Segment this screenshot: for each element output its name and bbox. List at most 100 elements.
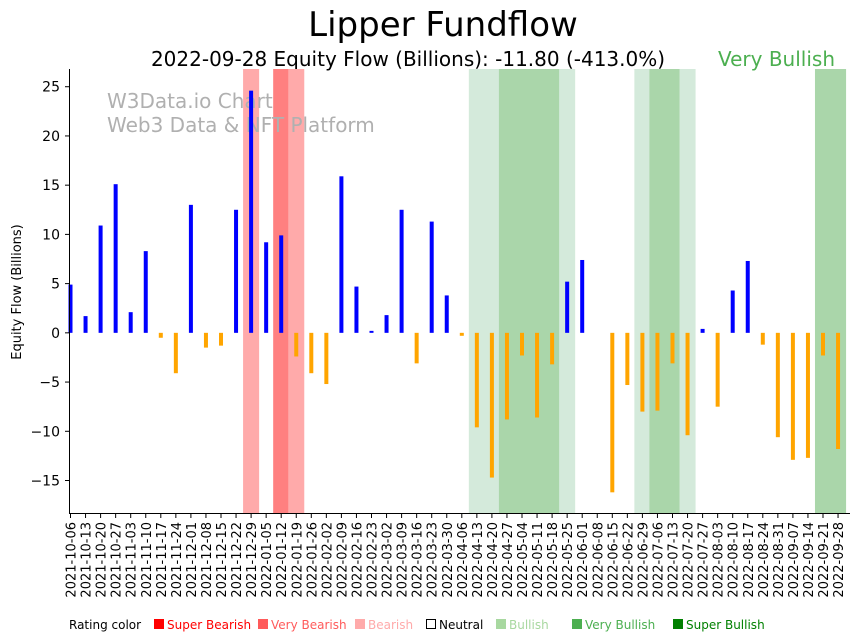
- bar: [715, 332, 720, 407]
- bar: [550, 332, 555, 365]
- bar: [83, 316, 88, 333]
- x-tick-label: 2022-09-07: [787, 522, 802, 598]
- x-tick-label: 2022-03-23: [426, 522, 441, 598]
- bar: [444, 295, 449, 333]
- bar: [68, 284, 73, 333]
- x-tick-label: 2021-10-06: [65, 522, 80, 598]
- x-tick-label: 2021-12-08: [200, 522, 215, 598]
- bar: [805, 332, 810, 458]
- x-tick-label: 2022-03-30: [441, 522, 456, 598]
- x-tick-label: 2022-07-06: [651, 522, 666, 598]
- bar: [264, 242, 269, 333]
- bar: [685, 332, 690, 436]
- rating-band: [814, 69, 847, 513]
- x-tick-label: 2022-09-14: [802, 522, 817, 598]
- x-tick-label: 2022-06-29: [636, 522, 651, 598]
- y-tick-label: −15: [30, 474, 60, 490]
- x-tick-label: 2021-10-27: [110, 522, 125, 598]
- x-tick-label: 2022-08-17: [742, 522, 757, 598]
- bar: [790, 332, 795, 460]
- x-tick-label: 2022-05-25: [561, 522, 576, 598]
- x-tick-label: 2022-07-20: [682, 522, 697, 598]
- bar: [459, 332, 464, 336]
- y-tick-label: −10: [30, 424, 60, 440]
- legend-swatch: [426, 619, 436, 629]
- bar: [369, 330, 374, 333]
- x-tick-label: 2022-06-08: [591, 522, 606, 598]
- x-tick-label: 2022-01-19: [290, 522, 305, 598]
- x-tick-label: 2021-11-03: [125, 522, 140, 598]
- y-axis-ticks: −15 −10 −5 0 5 10 15 20 25: [30, 80, 70, 490]
- x-tick-label: 2022-03-09: [396, 522, 411, 598]
- bar: [384, 315, 389, 333]
- bar: [324, 332, 329, 385]
- x-tick-label: 2022-05-04: [516, 522, 531, 598]
- x-tick-label: 2022-05-18: [546, 522, 561, 598]
- x-tick-label: 2021-12-15: [215, 522, 230, 598]
- x-tick-label: 2022-07-27: [697, 522, 712, 598]
- bar: [474, 332, 479, 428]
- x-tick-label: 2022-08-10: [727, 522, 742, 598]
- bar: [565, 281, 570, 333]
- bar: [625, 332, 630, 386]
- rating-band: [288, 69, 305, 513]
- x-tick-label: 2021-10-13: [80, 522, 95, 598]
- rating-legend: Rating color Super Bearish Very Bearish Bea…: [69, 618, 765, 632]
- legend-swatch: [355, 619, 365, 629]
- bar: [188, 204, 193, 333]
- rating-band: [634, 69, 651, 513]
- bar: [143, 251, 148, 333]
- bar: [535, 332, 540, 418]
- legend-swatch: [258, 619, 268, 629]
- bar: [128, 312, 133, 333]
- x-tick-label: 2022-04-06: [456, 522, 471, 598]
- x-tick-label: 2022-08-24: [757, 522, 772, 598]
- x-tick-label: 2022-01-12: [275, 522, 290, 598]
- bar: [610, 332, 615, 493]
- legend-item-label: Super Bearish: [167, 618, 251, 632]
- bar: [399, 209, 404, 333]
- bar: [219, 332, 223, 346]
- y-tick-label: 25: [42, 80, 60, 96]
- watermark-line-1: W3Data.io Chart: [107, 89, 273, 113]
- x-tick-label: 2022-06-22: [621, 522, 636, 598]
- chart-subtitle: 2022-09-28 Equity Flow (Billions): -11.8…: [151, 47, 665, 71]
- rating-band: [498, 69, 561, 513]
- rating-band: [649, 69, 681, 513]
- chart-title: Lipper Fundflow: [308, 5, 578, 45]
- legend-item-label: Bullish: [509, 618, 549, 632]
- bar: [670, 332, 675, 364]
- legend-swatch: [496, 619, 506, 629]
- x-tick-label: 2022-01-05: [260, 522, 275, 598]
- bar: [279, 235, 284, 333]
- bar: [836, 332, 841, 450]
- bar: [339, 176, 344, 333]
- x-tick-label: 2022-05-11: [531, 522, 546, 598]
- x-tick-label: 2021-11-17: [155, 522, 170, 598]
- x-tick-label: 2022-03-02: [381, 522, 396, 598]
- bar: [700, 328, 705, 333]
- bar: [158, 332, 163, 338]
- bar: [249, 90, 254, 333]
- x-tick-label: 2021-12-01: [185, 522, 200, 598]
- x-tick-label: 2021-10-20: [95, 522, 110, 598]
- bar-series: [68, 90, 841, 493]
- x-tick-label: 2021-12-29: [245, 522, 260, 598]
- bar: [354, 286, 359, 333]
- x-tick-label: 2022-04-27: [501, 522, 516, 598]
- bar: [309, 332, 314, 374]
- bar: [640, 332, 645, 412]
- y-tick-label: −5: [39, 375, 60, 391]
- x-tick-label: 2022-02-09: [335, 522, 350, 598]
- legend-item-label: Super Bullish: [686, 618, 765, 632]
- rating-band: [679, 69, 696, 513]
- legend-swatch: [673, 619, 683, 629]
- bar: [504, 332, 509, 420]
- bar: [113, 184, 118, 333]
- x-tick-label: 2022-06-15: [606, 522, 621, 598]
- y-tick-label: 0: [51, 326, 60, 342]
- x-tick-label: 2022-06-01: [576, 522, 591, 598]
- bar: [775, 332, 780, 438]
- legend-item-label: Neutral: [439, 618, 483, 632]
- legend-swatch: [572, 619, 582, 629]
